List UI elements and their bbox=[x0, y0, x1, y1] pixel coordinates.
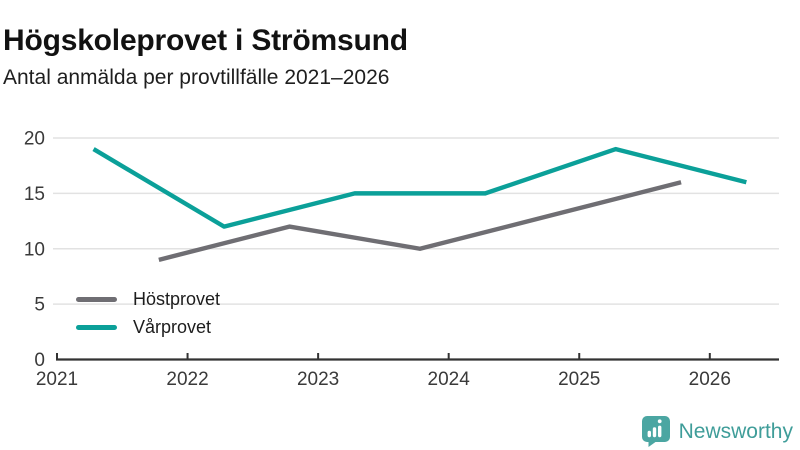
newsworthy-logo-icon bbox=[641, 416, 670, 447]
legend-label-varprovet: Vårprovet bbox=[133, 316, 212, 337]
y-tick-label-0: 0 bbox=[34, 350, 45, 371]
chart-legend: Höstprovet Vårprovet bbox=[76, 285, 220, 341]
newsworthy-logo[interactable]: Newsworthy bbox=[641, 416, 793, 447]
legend-swatch-hostprovet bbox=[76, 296, 117, 302]
chart-title: Högskoleprovet i Strömsund bbox=[3, 24, 408, 58]
newsworthy-logo-bars bbox=[647, 419, 662, 438]
x-tick-label-2023: 2023 bbox=[297, 369, 339, 390]
x-tick-label-2024: 2024 bbox=[428, 369, 471, 390]
series-line-hostprovet bbox=[158, 180, 682, 262]
x-tick-label-2021: 2021 bbox=[36, 369, 78, 390]
chart-subtitle: Antal anmälda per provtillfälle 2021–202… bbox=[3, 66, 390, 89]
x-tick-label-2022: 2022 bbox=[166, 369, 208, 390]
x-tick-label-2025: 2025 bbox=[558, 369, 600, 390]
y-tick-label-15: 15 bbox=[24, 184, 45, 205]
y-tick-label-5: 5 bbox=[34, 295, 45, 316]
legend-label-hostprovet: Höstprovet bbox=[133, 288, 221, 309]
x-tick-label-2026: 2026 bbox=[689, 369, 731, 390]
brand-name: Newsworthy bbox=[678, 419, 793, 443]
y-tick-label-20: 20 bbox=[24, 129, 45, 150]
legend-item-hostprovet: Höstprovet bbox=[76, 285, 220, 313]
series-line-varprovet bbox=[92, 146, 747, 229]
y-tick-label-10: 10 bbox=[24, 239, 45, 260]
legend-swatch-varprovet bbox=[76, 324, 117, 330]
legend-item-varprovet: Vårprovet bbox=[76, 313, 220, 341]
